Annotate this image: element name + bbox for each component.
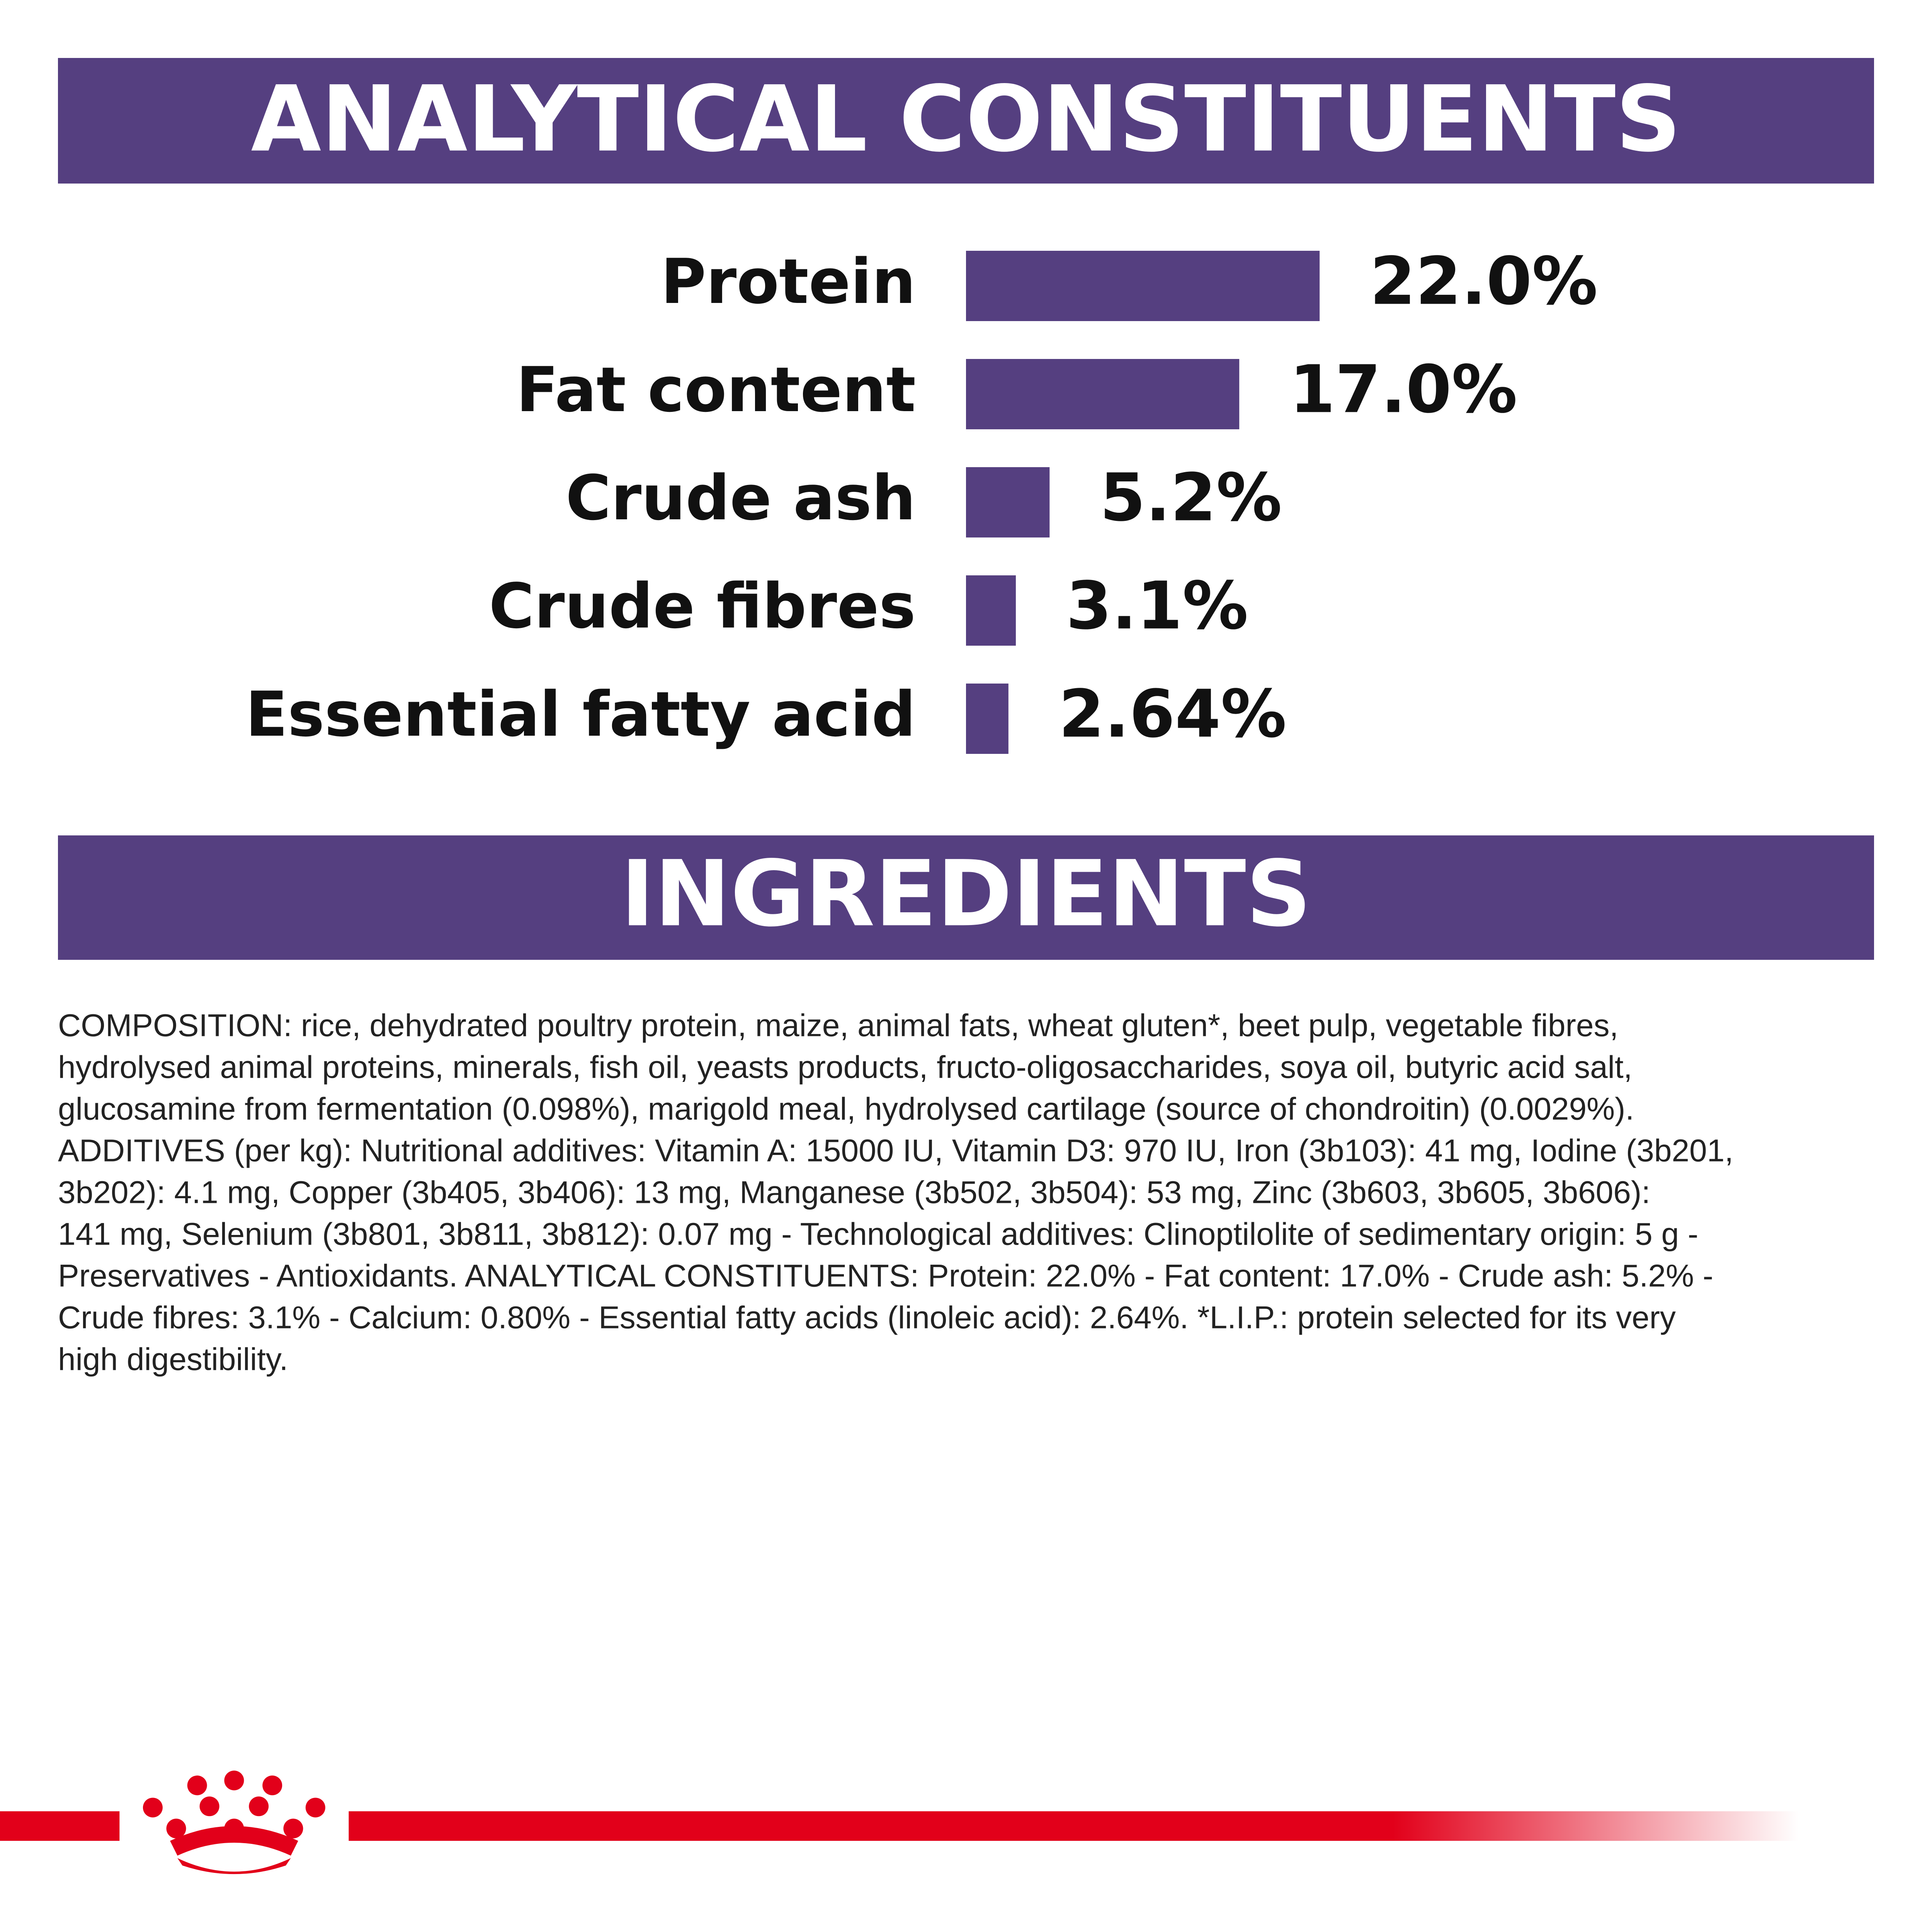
text-line: 141 mg, Selenium (3b801, 3b811, 3b812): …: [58, 1217, 1698, 1252]
text-line: hydrolysed animal proteins, minerals, fi…: [58, 1050, 1632, 1085]
section-title: INGREDIENTS: [621, 841, 1311, 947]
value-label: 22.0%: [1370, 243, 1598, 320]
bar-chart: Protein 22.0% Fat content 17.0% Crude ash 5.2…: [245, 243, 1598, 754]
category-label: Fat content: [516, 354, 916, 426]
text-line: COMPOSITION: rice, dehydrated poultry pr…: [58, 1008, 1618, 1043]
text-line: high digestibility.: [58, 1342, 288, 1377]
bar: [966, 359, 1240, 429]
value-label: 2.64%: [1059, 676, 1287, 752]
value-label: 17.0%: [1289, 351, 1517, 428]
crown-logo: [143, 1770, 325, 1874]
category-label: Crude fibres: [489, 570, 916, 642]
footer: [0, 1770, 1799, 1874]
bar: [966, 575, 1016, 646]
text-line: 3b202): 4.1 mg, Copper (3b405, 3b406): 1…: [58, 1175, 1650, 1210]
text-line: ADDITIVES (per kg): Nutritional additive…: [58, 1133, 1733, 1168]
ingredients-text: COMPOSITION: rice, dehydrated poultry pr…: [58, 1008, 1733, 1377]
chart-title: ANALYTICAL CONSTITUENTS: [251, 66, 1681, 172]
text-line: glucosamine from fermentation (0.098%), …: [58, 1092, 1634, 1127]
bar: [966, 251, 1320, 321]
category-label: Essential fatty acid: [245, 678, 916, 750]
red-rule: [349, 1811, 1799, 1841]
value-label: 3.1%: [1066, 568, 1248, 644]
bar: [966, 467, 1050, 537]
header-band: [58, 835, 1874, 960]
red-rule: [0, 1811, 120, 1841]
category-label: Crude ash: [566, 462, 916, 534]
category-label: Protein: [661, 245, 916, 318]
text-line: Crude fibres: 3.1% - Calcium: 0.80% - Es…: [58, 1300, 1676, 1335]
value-label: 5.2%: [1100, 459, 1282, 536]
bar: [966, 684, 1009, 754]
text-line: Preservatives - Antioxidants. ANALYTICAL…: [58, 1259, 1713, 1294]
header-band: [58, 58, 1874, 184]
